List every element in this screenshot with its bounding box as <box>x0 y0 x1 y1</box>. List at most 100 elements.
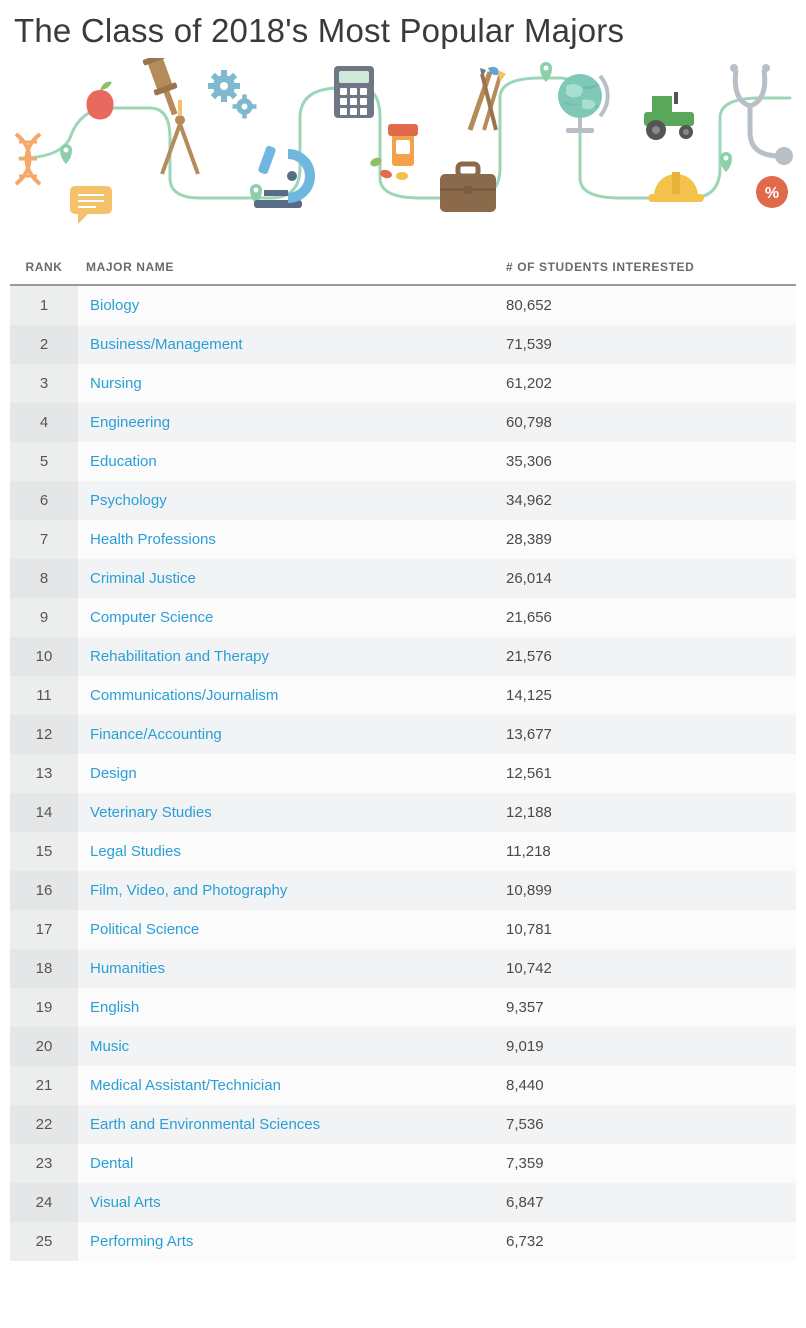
cell-count: 10,742 <box>498 960 796 977</box>
cell-count: 7,359 <box>498 1155 796 1172</box>
table-row: 12Finance/Accounting13,677 <box>10 715 796 754</box>
cell-rank: 19 <box>10 988 78 1027</box>
compass-icon <box>162 100 198 174</box>
major-link[interactable]: Criminal Justice <box>90 570 196 587</box>
table-row: 16Film, Video, and Photography10,899 <box>10 871 796 910</box>
major-link[interactable]: English <box>90 999 139 1016</box>
table-row: 20Music9,019 <box>10 1027 796 1066</box>
major-link[interactable]: Biology <box>90 297 139 314</box>
percent-icon: % <box>756 176 788 208</box>
table-row: 8Criminal Justice26,014 <box>10 559 796 598</box>
hero-illustration: % <box>0 58 806 226</box>
major-link[interactable]: Humanities <box>90 960 165 977</box>
major-link[interactable]: Education <box>90 453 157 470</box>
cell-major: English <box>78 999 498 1016</box>
cell-rank: 2 <box>10 325 78 364</box>
cell-rank: 1 <box>10 286 78 325</box>
cell-rank: 10 <box>10 637 78 676</box>
cell-major: Finance/Accounting <box>78 726 498 743</box>
major-link[interactable]: Nursing <box>90 375 142 392</box>
cell-count: 71,539 <box>498 336 796 353</box>
cell-major: Medical Assistant/Technician <box>78 1077 498 1094</box>
major-link[interactable]: Dental <box>90 1155 133 1172</box>
cell-count: 9,019 <box>498 1038 796 1055</box>
cell-major: Criminal Justice <box>78 570 498 587</box>
table-row: 15Legal Studies11,218 <box>10 832 796 871</box>
major-link[interactable]: Finance/Accounting <box>90 726 222 743</box>
cell-rank: 22 <box>10 1105 78 1144</box>
cell-major: Visual Arts <box>78 1194 498 1211</box>
cell-count: 61,202 <box>498 375 796 392</box>
cell-count: 6,847 <box>498 1194 796 1211</box>
cell-rank: 11 <box>10 676 78 715</box>
major-link[interactable]: Psychology <box>90 492 167 509</box>
globe-icon <box>558 74 608 133</box>
cell-rank: 24 <box>10 1183 78 1222</box>
cell-rank: 9 <box>10 598 78 637</box>
major-link[interactable]: Rehabilitation and Therapy <box>90 648 269 665</box>
major-link[interactable]: Computer Science <box>90 609 213 626</box>
dna-icon <box>16 134 40 184</box>
table-row: 4Engineering60,798 <box>10 403 796 442</box>
table-row: 3 Nursing 61,202 <box>10 364 796 403</box>
cell-major: Design <box>78 765 498 782</box>
chat-icon <box>70 186 112 224</box>
cell-major: Film, Video, and Photography <box>78 882 498 899</box>
briefcase-icon <box>440 164 496 212</box>
cell-rank: 6 <box>10 481 78 520</box>
table-row: 11Communications/Journalism14,125 <box>10 676 796 715</box>
cell-rank: 14 <box>10 793 78 832</box>
cell-major: Performing Arts <box>78 1233 498 1250</box>
major-link[interactable]: Performing Arts <box>90 1233 193 1250</box>
major-link[interactable]: Legal Studies <box>90 843 181 860</box>
apple-icon <box>87 82 114 120</box>
major-link[interactable]: Film, Video, and Photography <box>90 882 287 899</box>
col-header-major: MAJOR NAME <box>78 260 498 274</box>
major-link[interactable]: Medical Assistant/Technician <box>90 1077 281 1094</box>
cell-count: 12,188 <box>498 804 796 821</box>
major-link[interactable]: Design <box>90 765 137 782</box>
table-row: 5Education35,306 <box>10 442 796 481</box>
cell-rank: 13 <box>10 754 78 793</box>
cell-major: Music <box>78 1038 498 1055</box>
cell-major: Political Science <box>78 921 498 938</box>
cell-count: 34,962 <box>498 492 796 509</box>
major-link[interactable]: Earth and Environmental Sciences <box>90 1116 320 1133</box>
table-row: 19English9,357 <box>10 988 796 1027</box>
calculator-icon <box>334 66 374 118</box>
cell-rank: 15 <box>10 832 78 871</box>
table-row: 25 Performing Arts 6,732 <box>10 1222 796 1261</box>
major-link[interactable]: Health Professions <box>90 531 216 548</box>
hardhat-icon <box>648 172 704 202</box>
cell-count: 6,732 <box>498 1233 796 1250</box>
table-body: 1Biology80,6522Business/Management71,539… <box>10 286 796 1261</box>
cell-count: 10,781 <box>498 921 796 938</box>
table-row: 18 Humanities 10,742 <box>10 949 796 988</box>
cell-count: 8,440 <box>498 1077 796 1094</box>
cell-rank: 18 <box>10 949 78 988</box>
cell-rank: 21 <box>10 1066 78 1105</box>
major-link[interactable]: Communications/Journalism <box>90 687 278 704</box>
major-link[interactable]: Engineering <box>90 414 170 431</box>
table-row: 14 Veterinary Studies 12,188 <box>10 793 796 832</box>
page: The Class of 2018's Most Popular Majors <box>0 0 806 1261</box>
cell-count: 28,389 <box>498 531 796 548</box>
table-row: 24 Visual Arts 6,847 <box>10 1183 796 1222</box>
table-row: 9Computer Science21,656 <box>10 598 796 637</box>
cell-count: 10,899 <box>498 882 796 899</box>
cell-rank: 12 <box>10 715 78 754</box>
cell-rank: 25 <box>10 1222 78 1261</box>
cell-rank: 17 <box>10 910 78 949</box>
cell-rank: 3 <box>10 364 78 403</box>
cell-major: Biology <box>78 297 498 314</box>
major-link[interactable]: Visual Arts <box>90 1194 161 1211</box>
cell-major: Veterinary Studies <box>78 804 498 821</box>
cell-count: 26,014 <box>498 570 796 587</box>
major-link[interactable]: Music <box>90 1038 129 1055</box>
major-link[interactable]: Veterinary Studies <box>90 804 212 821</box>
table-row: 7Health Professions28,389 <box>10 520 796 559</box>
major-link[interactable]: Business/Management <box>90 336 243 353</box>
table-row: 2 Business/Management 71,539 <box>10 325 796 364</box>
table-row: 22Earth and Environmental Sciences7,536 <box>10 1105 796 1144</box>
major-link[interactable]: Political Science <box>90 921 199 938</box>
